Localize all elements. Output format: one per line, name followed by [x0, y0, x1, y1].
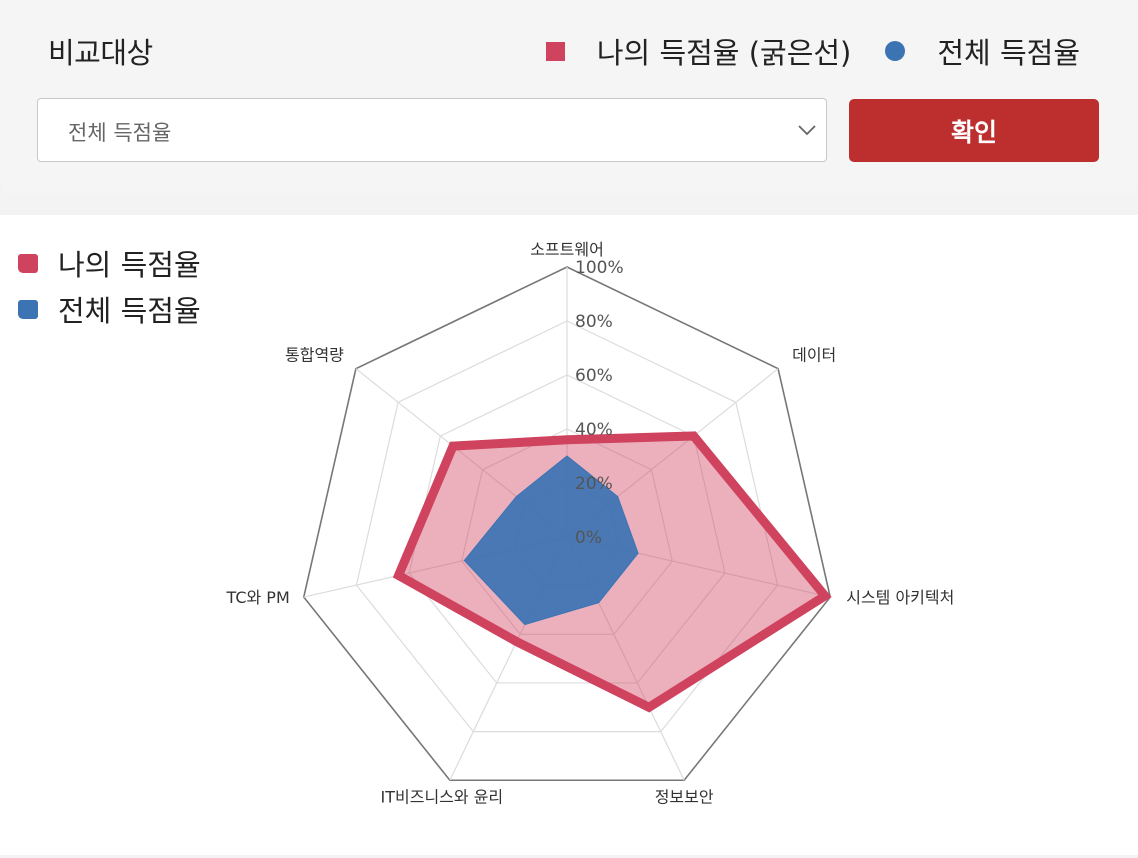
my-score-swatch	[18, 253, 38, 273]
tick-label: 80%	[575, 312, 613, 332]
axis-label: 시스템 아키텍처	[846, 588, 954, 607]
series-total-score-area	[463, 455, 639, 626]
confirm-button[interactable]: 확인	[849, 99, 1099, 162]
grid-ring-5	[302, 266, 832, 782]
axis-label: 통합역량	[285, 346, 344, 365]
axis-label: 데이터	[792, 346, 836, 365]
tick-label: 100%	[575, 258, 624, 278]
total-score-circle-icon	[885, 41, 906, 61]
filter-panel: 비교대상 나의 득점율 (굵은선) 전체 득점율 전체 득점율 확인	[0, 0, 1138, 195]
top-legend: 나의 득점율 (굵은선) 전체 득점율	[545, 30, 1080, 72]
compare-select-value: 전체 득점율	[68, 121, 172, 145]
grid-ring-3	[408, 374, 726, 684]
axis-label: TC와 PM	[225, 588, 289, 607]
chevron-down-icon	[798, 125, 816, 136]
compare-label: 비교대상	[48, 36, 153, 70]
total-score-swatch	[18, 299, 38, 319]
chart-legend-item-total[interactable]: 전체 득점율	[18, 286, 201, 332]
tick-label: 0%	[575, 528, 602, 548]
tick-label: 60%	[575, 366, 613, 386]
compare-select[interactable]: 전체 득점율	[37, 98, 827, 162]
top-legend-total-score: 전체 득점율	[937, 36, 1080, 70]
axis-label: IT비즈니스와 윤리	[381, 787, 504, 806]
chart-legend: 나의 득점율 전체 득점율	[18, 240, 201, 332]
tick-label: 20%	[575, 474, 613, 494]
my-score-square-icon	[545, 41, 565, 61]
grid-ring-4	[355, 320, 779, 733]
tick-label: 40%	[575, 420, 613, 440]
chart-legend-label-total: 전체 득점율	[58, 294, 201, 328]
axis-label: 정보보안	[655, 787, 714, 806]
chart-legend-item-my[interactable]: 나의 득점율	[18, 240, 201, 286]
chart-legend-label-my: 나의 득점율	[58, 248, 201, 282]
axis-label: 소프트웨어	[530, 240, 604, 259]
grid-ring-2	[461, 428, 673, 635]
top-legend-my-score: 나의 득점율 (굵은선)	[596, 36, 852, 70]
